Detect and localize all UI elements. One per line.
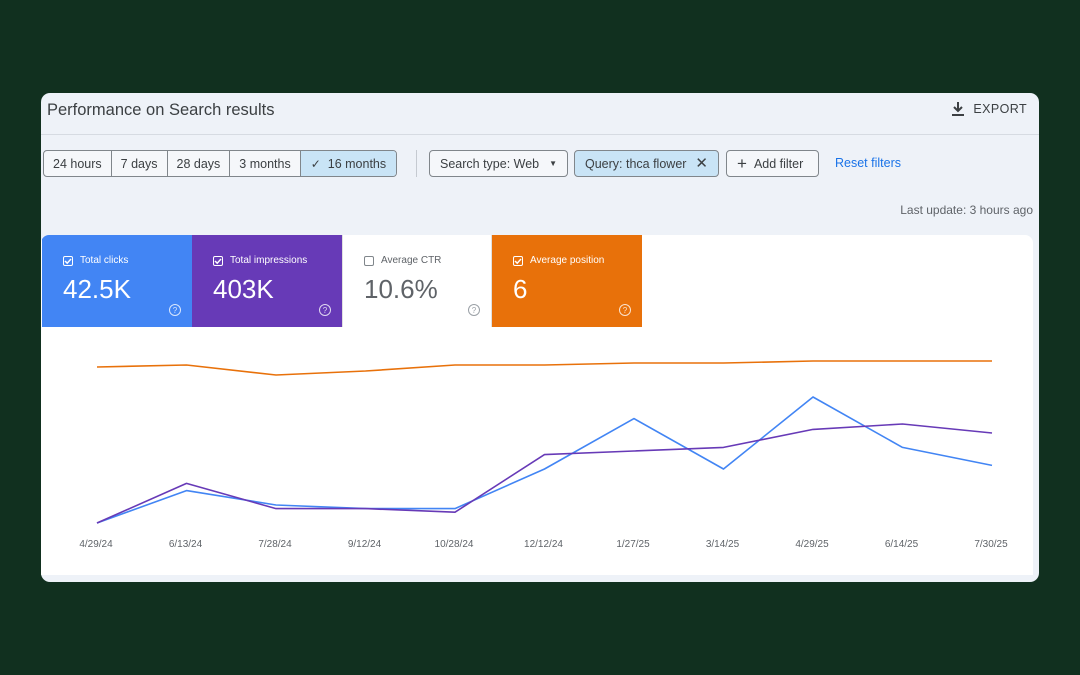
dropdown-arrow-icon: ▼ [549,159,557,168]
metric-label: Total clicks [80,255,129,266]
date-range-selector: 24 hours 7 days 28 days 3 months ✓ 16 mon… [43,150,398,177]
x-tick-label: 3/14/25 [706,539,740,550]
reset-filters-link[interactable]: Reset filters [835,156,901,170]
range-label: 3 months [239,156,291,171]
x-tick-label: 9/12/24 [348,539,382,550]
series-line-total-clicks [96,396,993,524]
range-24-hours[interactable]: 24 hours [44,151,112,176]
query-filter-chip[interactable]: Query: thca flower ✕ [574,150,719,177]
metric-label: Total impressions [230,255,308,266]
help-icon[interactable]: ? [468,304,480,316]
help-icon[interactable]: ? [619,304,631,316]
search-type-label: Search type: Web [440,156,540,171]
series-line-average-position [96,360,992,376]
x-tick-label: 4/29/25 [795,539,829,550]
metric-value: 403K [213,274,274,304]
checkbox-checked-icon[interactable] [63,255,73,266]
plus-icon: + [737,154,747,173]
performance-card: Performance on Search results EXPORT 24 … [41,93,1039,582]
metric-value: 42.5K [63,274,131,304]
checkbox-unchecked-icon[interactable] [364,255,374,266]
series-line-total-impressions [96,423,993,524]
range-label: 7 days [120,156,158,171]
card-header: Performance on Search results EXPORT [41,93,1039,135]
metric-total-clicks[interactable]: Total clicks 42.5K ? [42,235,192,327]
x-tick-label: 7/30/25 [974,539,1008,550]
help-icon[interactable]: ? [319,304,331,316]
range-label: 28 days [176,156,221,171]
close-icon[interactable]: ✕ [695,155,708,172]
range-label: 24 hours [53,156,102,171]
x-tick-label: 10/28/24 [435,539,474,550]
x-tick-label: 6/13/24 [169,539,203,550]
range-3-months[interactable]: 3 months [230,151,301,176]
metrics-panel: Total clicks 42.5K ? Total impressions 4… [41,235,1033,575]
add-filter-button[interactable]: + Add filter [726,150,819,177]
range-7-days[interactable]: 7 days [112,151,168,176]
query-filter-label: Query: thca flower [585,156,687,171]
x-tick-label: 1/27/25 [616,539,650,550]
x-tick-label: 7/28/24 [258,539,292,550]
export-button[interactable]: EXPORT [951,101,1027,117]
checkbox-checked-icon[interactable] [513,255,523,266]
range-16-months[interactable]: ✓ 16 months [300,151,397,176]
metric-total-impressions[interactable]: Total impressions 403K ? [192,235,342,327]
range-label: 16 months [327,156,387,171]
x-tick-label: 6/14/25 [885,539,919,550]
divider [416,150,417,177]
x-tick-label: 4/29/24 [79,539,113,550]
last-update-text: Last update: 3 hours ago [900,203,1033,217]
add-filter-label: Add filter [753,156,804,171]
download-icon [952,102,965,116]
page-title: Performance on Search results [47,101,275,119]
metric-average-position[interactable]: Average position 6 ? [492,235,642,327]
check-icon: ✓ [310,156,321,171]
checkbox-checked-icon[interactable] [213,255,223,266]
metric-label: Average CTR [381,255,442,266]
metric-average-ctr[interactable]: Average CTR 10.6% ? [342,235,492,327]
search-type-filter[interactable]: Search type: Web ▼ [429,150,568,177]
metric-value: 6 [513,274,528,304]
x-tick-label: 12/12/24 [524,539,563,550]
metric-value: 10.6% [364,274,438,304]
performance-chart[interactable]: 4/29/24 6/13/24 7/28/24 9/12/24 10/28/24 12/1… [41,333,1033,575]
range-28-days[interactable]: 28 days [168,151,231,176]
metric-label: Average position [530,255,605,266]
export-label: EXPORT [973,102,1027,116]
help-icon[interactable]: ? [169,304,181,316]
